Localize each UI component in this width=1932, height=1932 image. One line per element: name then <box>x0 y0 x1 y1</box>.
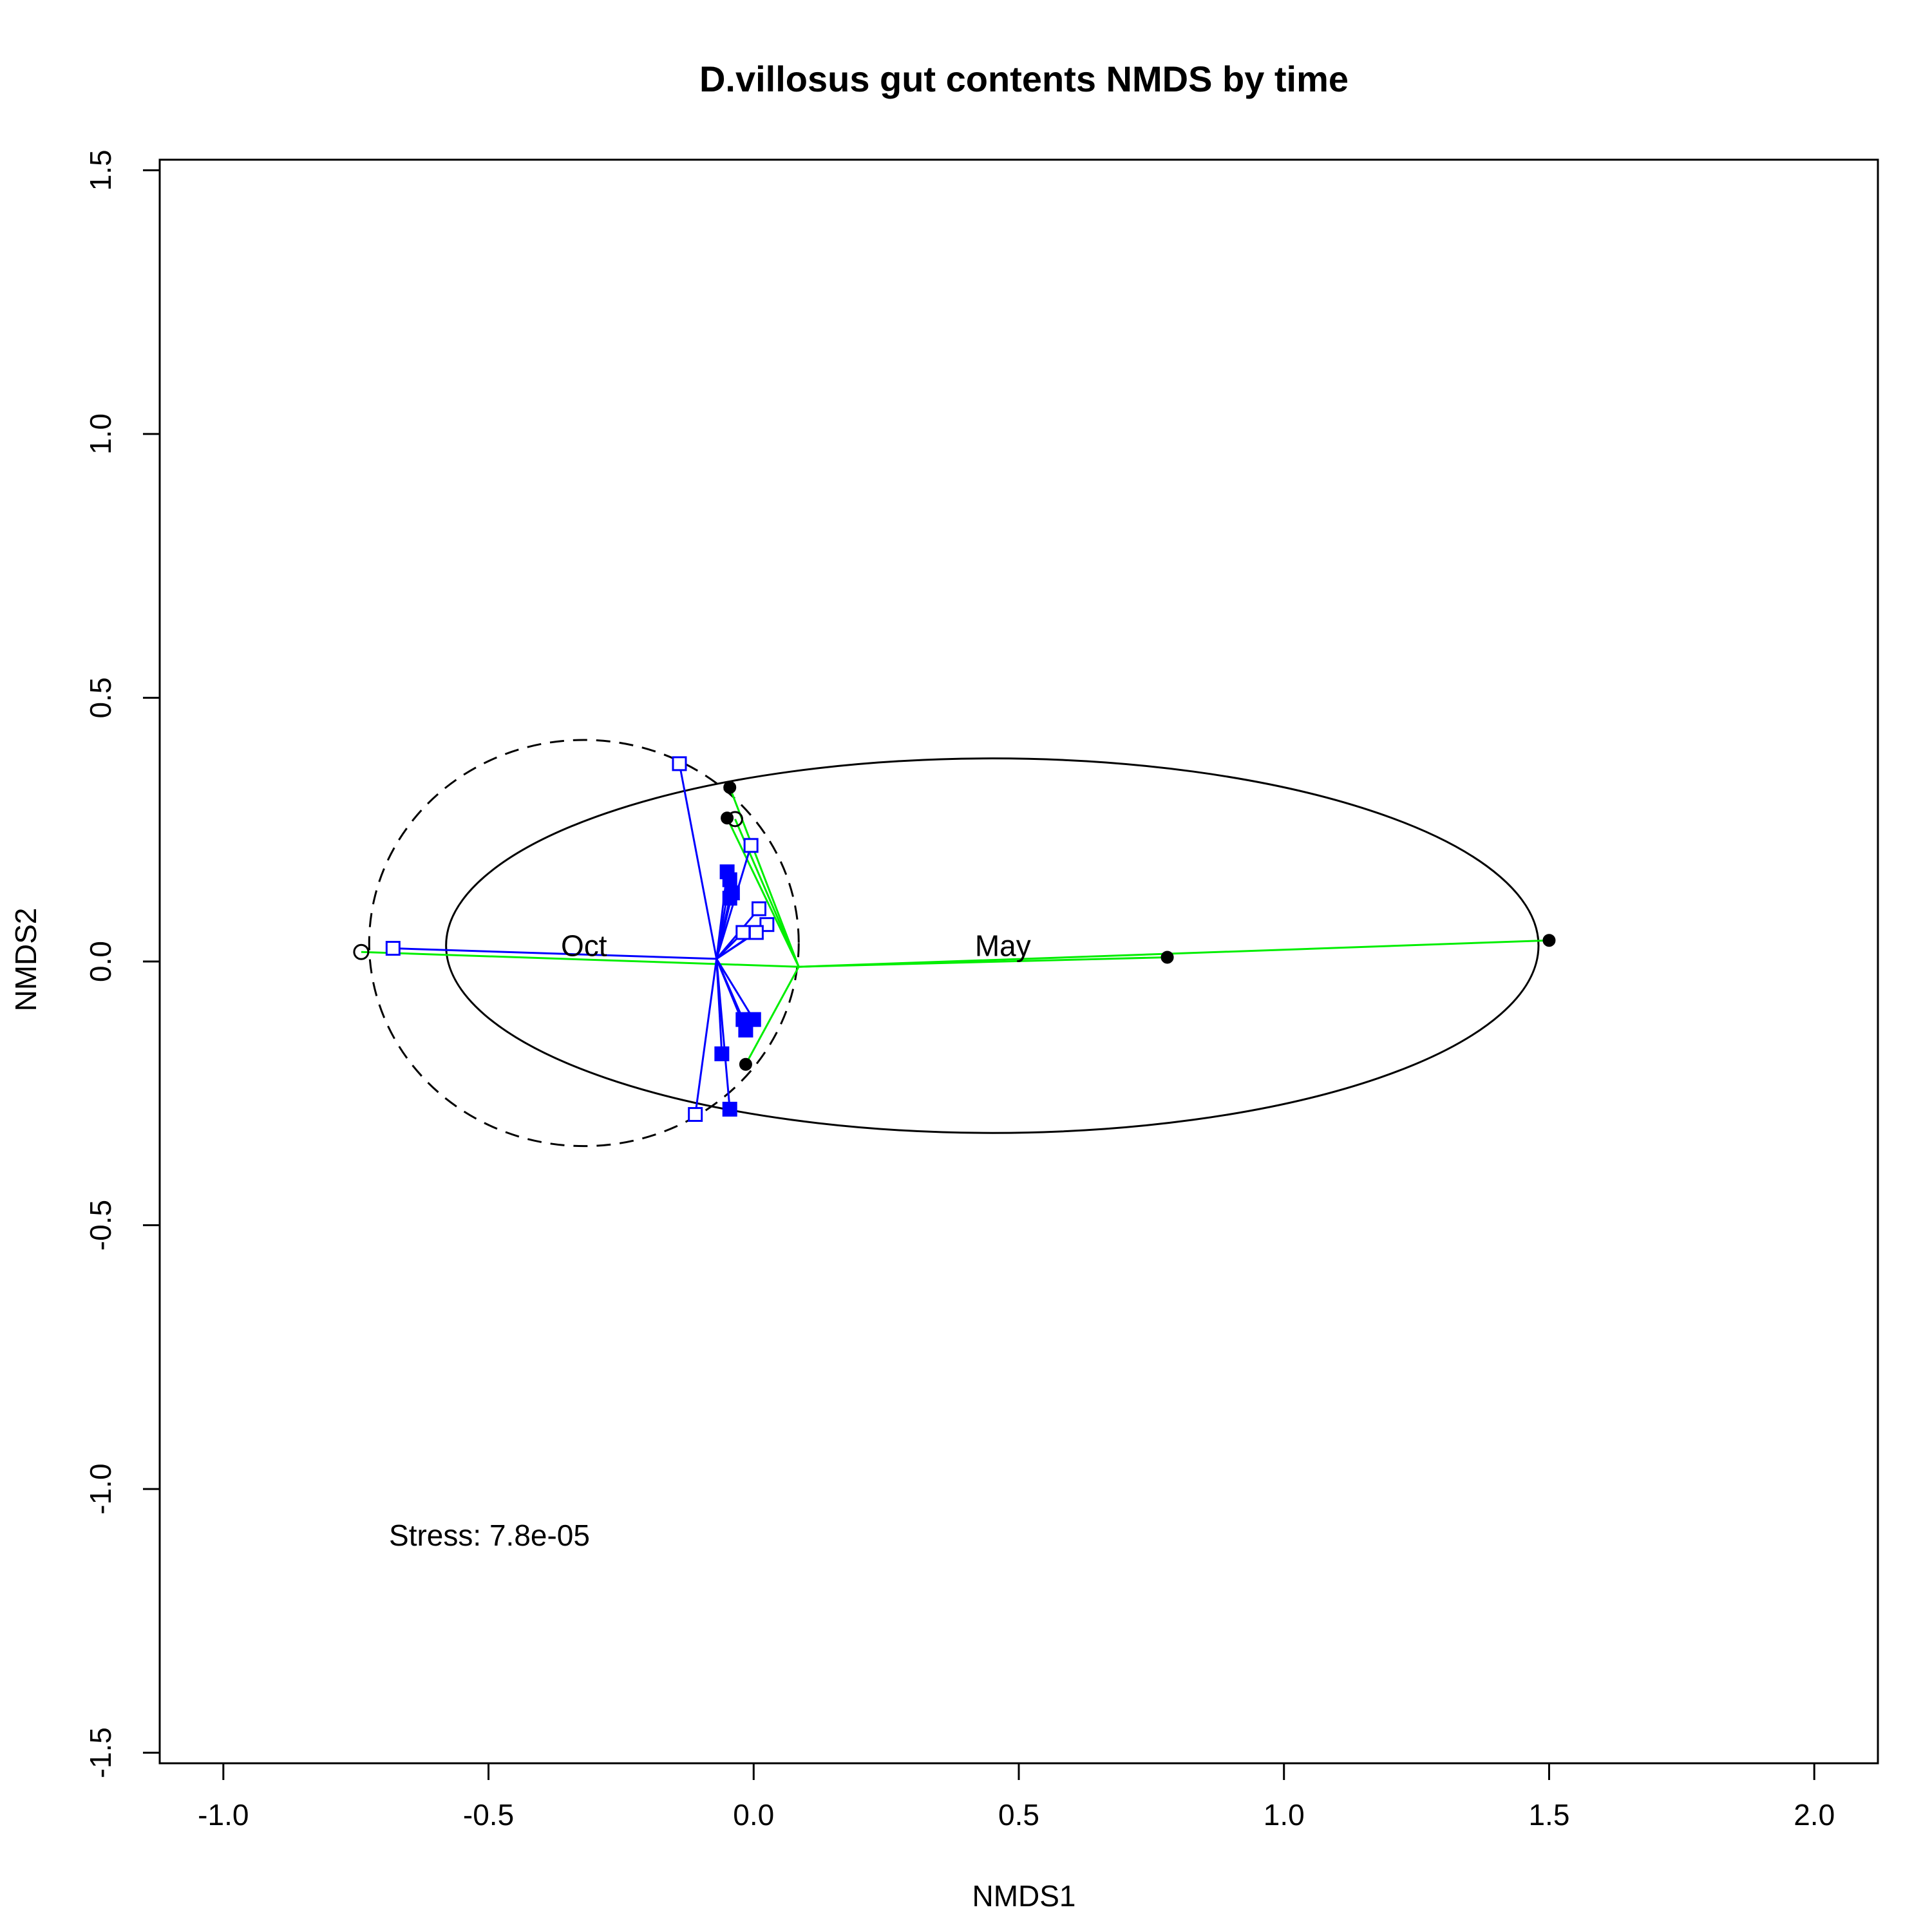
plot-content: Oct May <box>353 739 1556 1148</box>
oct-point-open <box>672 756 687 772</box>
chart-title: D.villosus gut contents NMDS by time <box>699 59 1349 99</box>
may-point-open <box>353 943 370 960</box>
oct-point-filled <box>722 872 737 887</box>
spider-line-oct <box>694 958 718 1115</box>
x-tick-label: -1.0 <box>198 1798 249 1832</box>
spider-line-may <box>726 817 800 967</box>
spider-line-may <box>799 939 1549 968</box>
spider-line-oct <box>715 958 755 1020</box>
spider-line-oct <box>715 958 731 1110</box>
stress-annotation: Stress: 7.8e-05 <box>389 1519 590 1552</box>
may-point-filled <box>1160 951 1174 964</box>
may-point-filled <box>1542 934 1556 947</box>
group-label-may: May <box>975 929 1031 962</box>
oct-point-filled <box>722 1101 737 1117</box>
y-tick-label: 0.0 <box>84 941 117 982</box>
x-axis-label: NMDS1 <box>972 1879 1075 1913</box>
oct-point-open <box>688 1107 703 1122</box>
ellipse-oct <box>368 739 800 1148</box>
y-tick-label: 1.0 <box>84 413 117 455</box>
may-point-filled <box>739 1057 752 1071</box>
may-point-filled <box>723 781 737 794</box>
x-tick-label: 0.5 <box>998 1798 1039 1832</box>
spider-line-may <box>744 966 800 1065</box>
oct-point-open <box>735 925 751 940</box>
oct-point-open <box>743 838 759 853</box>
spider-line-oct <box>393 947 717 960</box>
oct-point-open <box>385 941 401 956</box>
plot-frame <box>158 158 1879 1765</box>
oct-point-filled <box>722 891 737 906</box>
x-tick-label: 1.0 <box>1264 1798 1305 1832</box>
oct-point-open <box>752 901 767 916</box>
oct-point-filled <box>746 1012 761 1027</box>
ellipse-may <box>445 757 1540 1134</box>
y-axis-label: NMDS2 <box>9 907 43 1011</box>
y-tick-label: 1.5 <box>84 149 117 191</box>
spider-line-may <box>361 951 799 968</box>
y-tick-label: -0.5 <box>84 1200 117 1251</box>
spider-line-oct <box>715 898 731 960</box>
x-tick-label: -0.5 <box>463 1798 514 1832</box>
group-label-oct: Oct <box>561 929 607 962</box>
x-tick-label: 1.5 <box>1528 1798 1569 1832</box>
x-tick-label: 2.0 <box>1794 1798 1835 1832</box>
x-tick-label: 0.0 <box>733 1798 774 1832</box>
oct-point-filled <box>714 1046 730 1061</box>
y-axis: -1.5 -1.0 -0.5 0.0 0.5 1.0 1.5 <box>84 149 161 1778</box>
oct-point-open <box>748 925 764 940</box>
y-tick-label: -1.0 <box>84 1463 117 1514</box>
y-tick-label: -1.5 <box>84 1727 117 1778</box>
spider-line-oct <box>678 763 718 960</box>
may-point-filled <box>721 811 734 825</box>
y-tick-label: 0.5 <box>84 677 117 718</box>
